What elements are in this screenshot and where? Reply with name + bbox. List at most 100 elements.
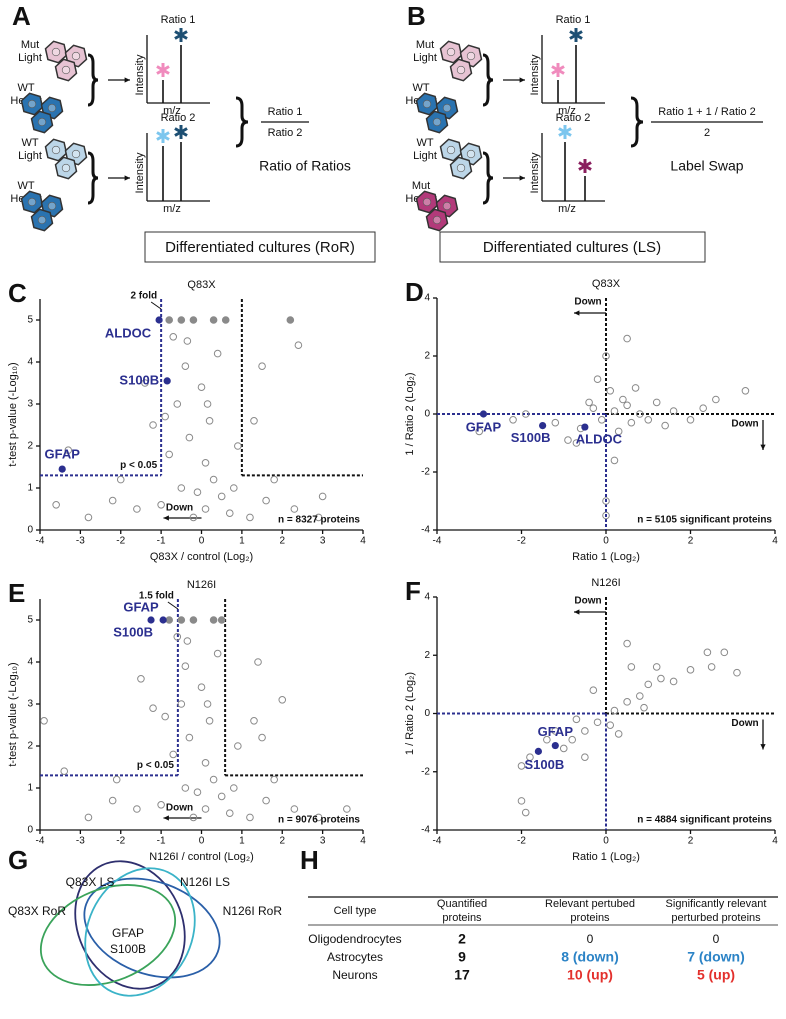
- cell: [449, 58, 473, 82]
- down-arrow-head: [574, 310, 580, 316]
- data-point: [707, 663, 716, 671]
- data-point: [169, 750, 178, 759]
- data-point: [568, 735, 577, 744]
- data-point: [597, 416, 606, 424]
- asterisk: [156, 65, 170, 75]
- data-point: [652, 663, 661, 671]
- count-label: n = 4884 significant proteins: [637, 815, 772, 826]
- venn-label: N126I RoR: [223, 904, 283, 918]
- panel-letter: C: [8, 278, 27, 308]
- cell-nucleus: [432, 215, 442, 225]
- table-header: proteins: [442, 912, 482, 924]
- cell: [44, 138, 68, 162]
- down-label: Down: [731, 718, 758, 729]
- table-cell: Neurons: [332, 968, 377, 982]
- chart-title: N126I: [187, 579, 216, 591]
- sample-label: Mut: [21, 39, 39, 51]
- table-header: Quantified: [437, 898, 487, 910]
- cell-nucleus: [466, 51, 476, 61]
- section-header: Differentiated cultures (RoR): [165, 239, 355, 256]
- data-point: [589, 686, 598, 695]
- data-point: [157, 801, 165, 809]
- data-point: [526, 753, 534, 761]
- y-tick-label: 4: [27, 657, 33, 668]
- data-point: [661, 421, 669, 430]
- brace: [87, 151, 99, 205]
- down-label: Down: [574, 596, 601, 607]
- data-point: [669, 407, 678, 415]
- down-arrow-head: [574, 609, 580, 615]
- y-tick-label: 4: [27, 357, 33, 368]
- panel-letter: A: [12, 1, 31, 31]
- data-point: [254, 658, 262, 666]
- brace: [87, 53, 99, 107]
- data-point: [116, 475, 125, 484]
- data-point: [619, 395, 627, 404]
- sample-label: Mut: [412, 180, 430, 192]
- cell-nucleus: [51, 145, 61, 155]
- data-point: [686, 666, 695, 674]
- data-point: [209, 775, 218, 784]
- data-point: [225, 509, 234, 518]
- y-axis-label: t-test p-value (-Log₁₀): [7, 662, 19, 766]
- highlight-point: [581, 423, 589, 431]
- x-tick-label: 2: [688, 836, 694, 847]
- x-axis-label: Ratio 1 (Log₂): [572, 851, 640, 863]
- data-point: [593, 718, 602, 727]
- data-point: [627, 663, 636, 671]
- x-tick-label: 4: [360, 536, 366, 547]
- table-header: Relevant pertubed: [545, 898, 635, 910]
- down-label: Down: [731, 419, 758, 430]
- data-point: [108, 796, 117, 805]
- data-point: [149, 704, 157, 713]
- highlight-point: [163, 377, 171, 385]
- y-axis-label: 1 / Ratio 2 (Log₂): [404, 672, 416, 755]
- panel-letter: G: [8, 845, 28, 875]
- data-point: [585, 398, 593, 407]
- spectrum-y-label: Intensity: [134, 152, 146, 193]
- data-point: [177, 316, 186, 324]
- section-box: [439, 231, 706, 263]
- cell-nucleus: [27, 99, 37, 109]
- formula-numerator: Ratio 1: [268, 106, 303, 118]
- cell-nucleus: [51, 47, 61, 57]
- data-point: [133, 805, 141, 813]
- cell: [20, 92, 44, 116]
- arrow-head: [519, 77, 525, 83]
- y-tick-label: 4: [424, 592, 430, 603]
- data-point: [610, 407, 619, 415]
- data-point: [623, 401, 631, 410]
- data-point: [644, 416, 653, 424]
- cell-nucleus: [456, 163, 466, 173]
- panel-letter: E: [8, 578, 25, 608]
- highlight-label: GFAP: [123, 599, 159, 614]
- p-label: p < 0.05: [120, 460, 157, 471]
- data-point: [581, 727, 589, 735]
- highlight-point: [58, 465, 66, 473]
- sample-label: WT: [17, 180, 34, 192]
- cell: [54, 58, 78, 82]
- data-point: [652, 398, 661, 407]
- data-point: [177, 484, 186, 492]
- section-box: [144, 231, 376, 263]
- data-point: [262, 496, 270, 505]
- data-point: [173, 400, 182, 408]
- data-point: [189, 316, 198, 324]
- data-point: [699, 404, 707, 413]
- data-point: [521, 410, 530, 418]
- data-point: [262, 796, 270, 805]
- data-point: [181, 662, 190, 671]
- cell-nucleus: [446, 47, 456, 57]
- x-tick-label: 2: [688, 536, 694, 547]
- data-point: [589, 404, 598, 413]
- x-tick-label: 0: [199, 836, 205, 847]
- cell-nucleus: [432, 117, 442, 127]
- data-point: [314, 813, 323, 822]
- data-point: [213, 349, 222, 358]
- x-tick-label: -2: [517, 836, 526, 847]
- x-tick-label: 0: [603, 536, 609, 547]
- table-cell: 8 (down): [561, 949, 619, 965]
- data-point: [84, 813, 93, 822]
- y-tick-label: 2: [424, 351, 430, 362]
- data-point: [201, 805, 210, 813]
